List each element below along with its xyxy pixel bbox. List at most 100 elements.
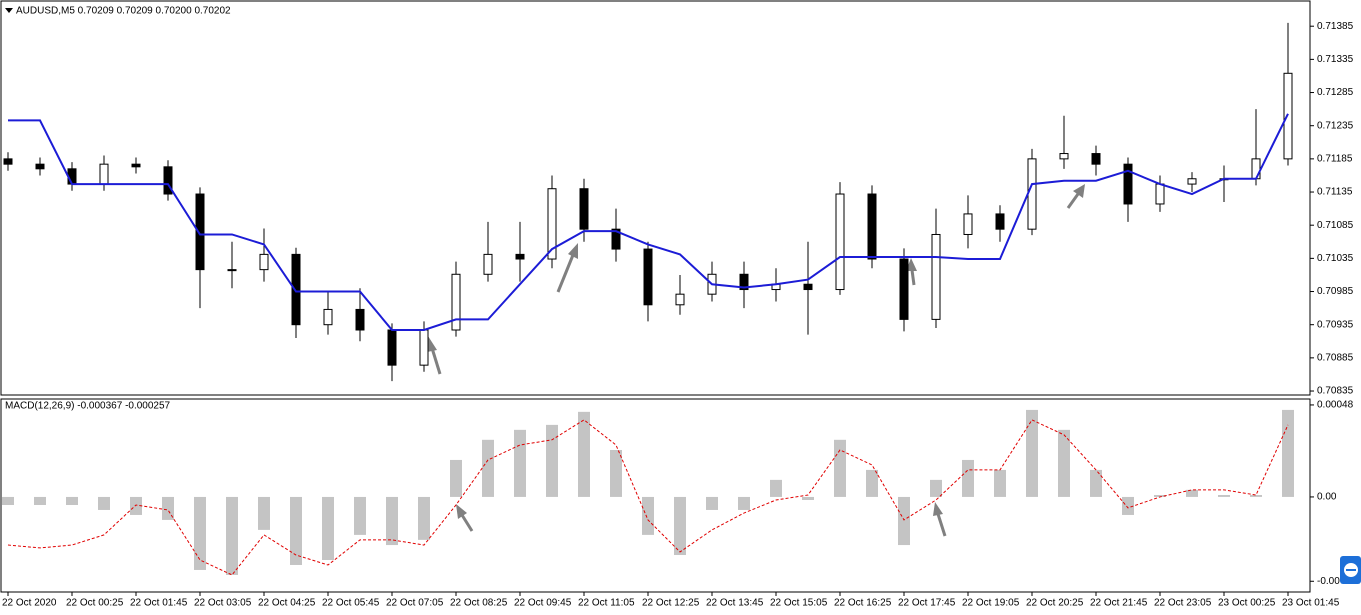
candle-body: [803, 283, 813, 291]
macd-bar: [1154, 495, 1166, 497]
candle-body: [611, 228, 621, 250]
macd-bar: [130, 496, 142, 515]
x-tick-label: 22 Oct 09:45: [514, 598, 572, 609]
arrow-head: [933, 502, 943, 516]
collapse-icon[interactable]: [5, 8, 13, 13]
x-tick-label: 22 Oct 23:05: [1154, 598, 1212, 609]
candle-body: [867, 193, 877, 260]
macd-bar: [1250, 495, 1262, 497]
candle-body: [419, 329, 429, 366]
candle-body: [323, 308, 333, 326]
candle-body: [515, 253, 525, 260]
y-tick-label: 0.71185: [1317, 154, 1353, 165]
candle-body: [1027, 158, 1037, 230]
x-tick-label: 22 Oct 11:05: [578, 598, 635, 609]
price-panel: [0, 0, 1311, 396]
candle-body: [355, 308, 365, 331]
x-tick-label: 22 Oct 15:05: [770, 598, 828, 609]
y-tick-label: 0.71085: [1317, 220, 1354, 231]
candle-body: [3, 158, 13, 165]
candle-body: [899, 258, 909, 320]
y-tick-label: 0.70835: [1317, 386, 1354, 397]
macd-bar: [258, 496, 270, 530]
candle-body: [99, 163, 109, 185]
arrow-head: [456, 504, 467, 519]
x-tick-label: 22 Oct 01:45: [130, 598, 188, 609]
candle-body: [643, 248, 653, 306]
y-tick-label: 0.71385: [1317, 21, 1354, 32]
macd-bar: [1218, 495, 1230, 497]
x-tick-label: 23 Oct 00:25: [1218, 598, 1276, 609]
x-tick-label: 22 Oct 08:25: [450, 598, 508, 609]
candle-body: [995, 213, 1005, 230]
candle-body: [579, 188, 589, 230]
x-tick-label: 22 Oct 2020: [2, 598, 57, 609]
y-tick-label: 0.70885: [1317, 352, 1354, 363]
macd-bar: [994, 469, 1006, 497]
macd-bar: [386, 496, 398, 546]
macd-bar: [322, 496, 334, 560]
arrow-head: [427, 336, 437, 352]
arrow-head: [1073, 184, 1085, 198]
arrow: [460, 514, 474, 532]
y-tick-label: 0.71285: [1317, 87, 1354, 98]
candle-body: [963, 213, 973, 235]
candle-body: [1059, 153, 1069, 160]
macd-bar: [546, 424, 558, 497]
candle-body: [675, 293, 685, 306]
arrow-head: [906, 258, 917, 271]
candle-body: [1123, 163, 1133, 205]
arrow-head: [568, 243, 578, 259]
candle-body: [163, 166, 173, 195]
macd-bar: [706, 496, 718, 510]
macd-bar: [98, 496, 110, 510]
macd-bar: [1026, 409, 1038, 497]
macd-bar: [578, 411, 590, 497]
macd-bar: [802, 496, 814, 501]
x-tick-label: 23 Oct 01:45: [1282, 598, 1340, 609]
macd-bar: [226, 496, 238, 575]
candle-body: [1155, 183, 1165, 205]
candle-body: [291, 253, 301, 326]
macd-bar: [482, 439, 494, 497]
y-tick-label: 0.70985: [1317, 286, 1354, 297]
macd-bar: [354, 496, 366, 535]
macd-bar: [738, 496, 750, 510]
macd-bar: [418, 496, 430, 540]
annotation-arrows: [427, 184, 1085, 537]
macd-bar: [770, 479, 782, 497]
candle-body: [387, 329, 397, 366]
candle-body: [1283, 72, 1293, 160]
x-tick-label: 22 Oct 20:25: [1026, 598, 1084, 609]
macd-title: MACD(12,26,9) -0.000367 -0.000257: [5, 401, 171, 412]
indicator-line: [8, 113, 1289, 331]
macd-bar: [1122, 496, 1134, 515]
x-tick-label: 22 Oct 21:45: [1090, 598, 1148, 609]
candle-body: [451, 273, 461, 331]
y-tick-label: 0.71135: [1317, 187, 1353, 198]
y-tick-label: -0.00: [1317, 576, 1340, 587]
macd-bar: [514, 429, 526, 497]
macd-bar: [34, 496, 46, 505]
x-tick-label: 22 Oct 13:45: [706, 598, 764, 609]
arrow: [556, 254, 575, 293]
macd-bar: [2, 496, 14, 505]
arrow: [936, 513, 947, 537]
arrow: [910, 269, 916, 286]
y-tick-label: 0.71035: [1317, 253, 1354, 264]
candle-body: [195, 193, 205, 271]
x-tick-label: 22 Oct 04:25: [258, 598, 316, 609]
candle-body: [35, 163, 45, 170]
macd-bar: [290, 496, 302, 565]
macd-bar: [1058, 429, 1070, 497]
candle-body: [1187, 178, 1197, 185]
candle-body: [227, 269, 237, 272]
candle-body: [835, 193, 845, 291]
x-tick-label: 22 Oct 16:25: [834, 598, 892, 609]
x-tick-label: 22 Oct 07:05: [386, 598, 444, 609]
y-tick-label: 0.70935: [1317, 319, 1354, 330]
candle-body: [547, 188, 557, 260]
remote-icon[interactable]: [1340, 556, 1361, 584]
